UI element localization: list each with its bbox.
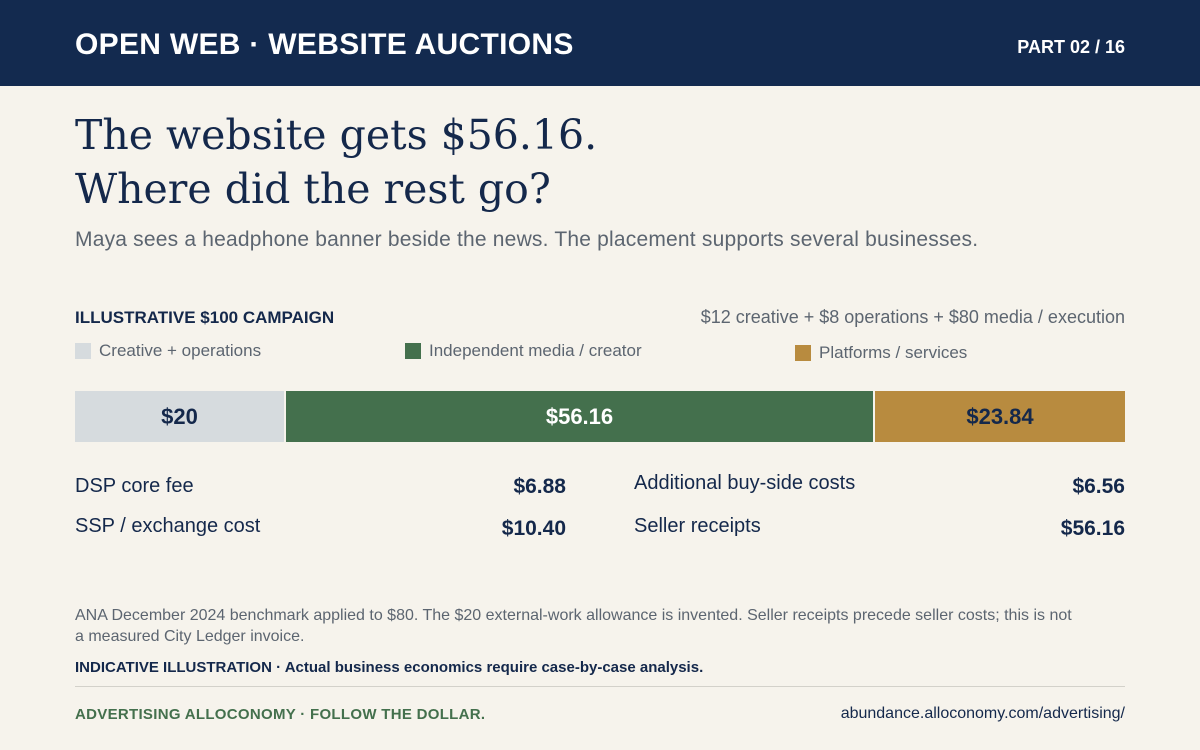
headline: The website gets $56.16. Where did the r… <box>75 108 1075 216</box>
bar-segment-label-2: $56.16 <box>545 403 614 429</box>
cost-label-seller: Seller receipts <box>634 515 761 537</box>
cost-label-buy-side: Additional buy-side costs <box>634 472 856 494</box>
series-title: OPEN WEB · WEBSITE AUCTIONS <box>75 28 574 61</box>
bar-segment-label-3: $23.84 <box>966 403 1034 429</box>
bar-segment-label-1: $20 <box>161 403 198 429</box>
cost-label-dsp: DSP core fee <box>75 475 194 497</box>
legend-swatch-platforms <box>795 345 811 361</box>
legend-label-creative: Creative + operations <box>99 341 262 360</box>
legend-item-independent: Independent media / creator <box>405 340 642 362</box>
disclaimer: INDICATIVE ILLUSTRATION · Actual busines… <box>75 659 704 676</box>
legend-item-creative: Creative + operations <box>75 340 261 362</box>
bar-segment-1: $20 <box>75 391 284 442</box>
part-indicator: PART 02 / 16 <box>1017 37 1125 57</box>
cost-value-seller: $56.16 <box>1060 517 1125 540</box>
cost-value-dsp: $6.88 <box>513 475 566 498</box>
chart-title: ILLUSTRATIVE $100 CAMPAIGN <box>75 308 335 327</box>
subtitle: Maya sees a headphone banner beside the … <box>75 228 979 251</box>
cost-value-buy-side: $6.56 <box>1072 475 1125 498</box>
footer-url: abundance.alloconomy.com/advertising/ <box>840 705 1125 722</box>
bar-segment-3: $23.84 <box>875 391 1125 442</box>
bar-segment-2: $56.16 <box>286 391 873 442</box>
headline-line-2: Where did the rest go? <box>75 165 551 213</box>
footnote: ANA December 2024 benchmark applied to $… <box>75 607 1072 645</box>
cost-value-ssp: $10.40 <box>501 517 566 540</box>
headline-line-1: The website gets $56.16. <box>75 111 598 159</box>
footer-divider <box>75 686 1125 687</box>
legend-label-platforms: Platforms / services <box>819 343 968 362</box>
header-banner: OPEN WEB · WEBSITE AUCTIONS PART 02 / 16 <box>0 0 1200 86</box>
cost-label-ssp: SSP / exchange cost <box>75 515 261 537</box>
chart-subtitle: $12 creative + $8 operations + $80 media… <box>700 307 1125 327</box>
footer-brand: ADVERTISING ALLOCONOMY · FOLLOW THE DOLL… <box>75 706 486 723</box>
stacked-bar: $20 $56.16 $23.84 <box>75 391 1125 442</box>
legend-item-platforms: Platforms / services <box>795 342 967 364</box>
legend-swatch-independent <box>405 343 421 359</box>
legend-swatch-creative <box>75 343 91 359</box>
legend-label-independent: Independent media / creator <box>429 341 642 360</box>
